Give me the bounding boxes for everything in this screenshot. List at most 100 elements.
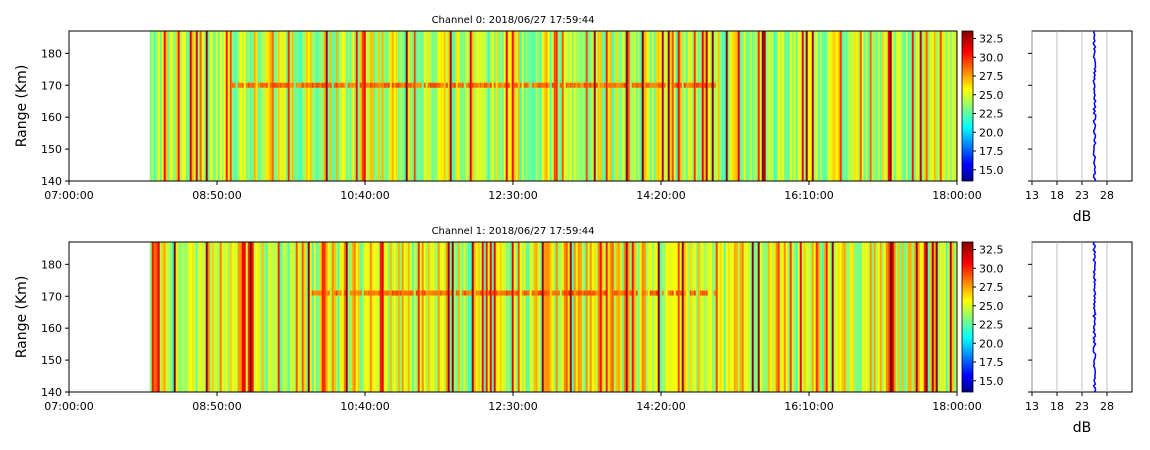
heatmap-layer-cell (457, 82, 460, 88)
heatmap-layer-cell (545, 290, 548, 296)
heatmap-layer-cell (397, 82, 400, 88)
heatmap-column (353, 242, 356, 392)
heatmap-column (555, 242, 558, 392)
heatmap-column (399, 242, 402, 392)
heatmap-column (905, 31, 908, 181)
heatmap-layer-cell (613, 82, 616, 88)
heatmap-column (593, 242, 596, 392)
heatmap-column (169, 31, 172, 181)
heatmap-column (603, 242, 606, 392)
heatmap-column (875, 31, 878, 181)
heatmap-column (767, 31, 770, 181)
heatmap-column (563, 242, 566, 392)
heatmap-layer-cell (493, 82, 496, 88)
heatmap-layer-cell (667, 290, 670, 296)
heatmap-layer-cell (311, 290, 314, 296)
colorbar-tick-label: 25.0 (979, 300, 1004, 313)
heatmap-layer-cell (629, 290, 632, 296)
heatmap-layer-cell (269, 82, 272, 88)
heatmap-column (177, 242, 180, 392)
heatmap-column (177, 31, 180, 181)
heatmap-column (227, 242, 230, 392)
heatmap-column (811, 242, 814, 392)
heatmap-layer-cell (545, 82, 548, 88)
heatmap-column (695, 31, 698, 181)
heatmap-layer-cell (633, 82, 636, 88)
heatmap-column (381, 31, 384, 181)
heatmap-column (281, 242, 284, 392)
heatmap-column (501, 31, 504, 181)
heatmap-column (769, 242, 772, 392)
heatmap-layer-cell (571, 290, 574, 296)
heatmap-layer-cell (327, 82, 330, 88)
heatmap-column (735, 31, 738, 181)
heatmap-column (467, 31, 470, 181)
profile-panel: 13 18 23 28 dB (1025, 241, 1133, 436)
heatmap-column (377, 31, 380, 181)
heatmap-column (815, 242, 818, 392)
heatmap-column (243, 31, 246, 181)
heatmap-column (589, 31, 592, 181)
heatmap-column (283, 242, 286, 392)
heatmap-column (311, 31, 314, 181)
heatmap-column (517, 31, 520, 181)
colorbar-ticks: 15.0 17.5 20.0 22.5 25.0 27.5 30.0 32.5 (973, 244, 1004, 388)
heatmap-column (499, 242, 502, 392)
heatmap-column (789, 242, 792, 392)
heatmap-column (627, 242, 630, 392)
heatmap-column (585, 31, 588, 181)
heatmap-column (771, 31, 774, 181)
heatmap-layer-cell (437, 82, 440, 88)
heatmap-column (261, 31, 264, 181)
heatmap-layer-cell (415, 290, 418, 296)
x-tick-label: 18:00:00 (932, 189, 981, 202)
heatmap-column (381, 242, 384, 392)
heatmap-column (731, 242, 734, 392)
heatmap-column (185, 31, 188, 181)
heatmap-column (503, 31, 506, 181)
heatmap-layer-cell (335, 290, 338, 296)
heatmap-column (469, 242, 472, 392)
heatmap-column (553, 31, 556, 181)
heatmap-column (715, 242, 718, 392)
heatmap-column (793, 31, 796, 181)
heatmap-layer-cell (325, 82, 328, 88)
heatmap-column (607, 31, 610, 181)
heatmap-column (923, 242, 926, 392)
heatmap-column (935, 242, 938, 392)
heatmap-column (341, 242, 344, 392)
heatmap-column (601, 31, 604, 181)
heatmap-column (649, 31, 652, 181)
heatmap-column (885, 242, 888, 392)
heatmap-column (745, 31, 748, 181)
heatmap-column (249, 242, 252, 392)
heatmap-column (439, 31, 442, 181)
heatmap-column (371, 242, 374, 392)
heatmap-column (569, 242, 572, 392)
heatmap-column (807, 242, 810, 392)
heatmap-column (453, 242, 456, 392)
heatmap-column (153, 242, 156, 392)
heatmap-column (821, 242, 824, 392)
heatmap-column (711, 242, 714, 392)
heatmap-column (313, 31, 316, 181)
heatmap-column (725, 242, 728, 392)
heatmap-column (183, 31, 186, 181)
heatmap-column (207, 31, 210, 181)
heatmap-column (717, 242, 720, 392)
heatmap-layer-cell (305, 82, 308, 88)
heatmap-column (901, 31, 904, 181)
heatmap-layer-cell (403, 290, 406, 296)
heatmap-column (305, 31, 308, 181)
y-tick-label: 170 (41, 290, 62, 303)
heatmap-layer-cell (613, 290, 616, 296)
heatmap-column (509, 31, 512, 181)
heatmap-column (637, 242, 640, 392)
heatmap-column (783, 31, 786, 181)
heatmap-column (585, 242, 588, 392)
heatmap-column (635, 31, 638, 181)
heatmap-layer-cell (591, 82, 594, 88)
heatmap-layer-cell (555, 290, 558, 296)
heatmap-column (183, 242, 186, 392)
heatmap-column (421, 242, 424, 392)
